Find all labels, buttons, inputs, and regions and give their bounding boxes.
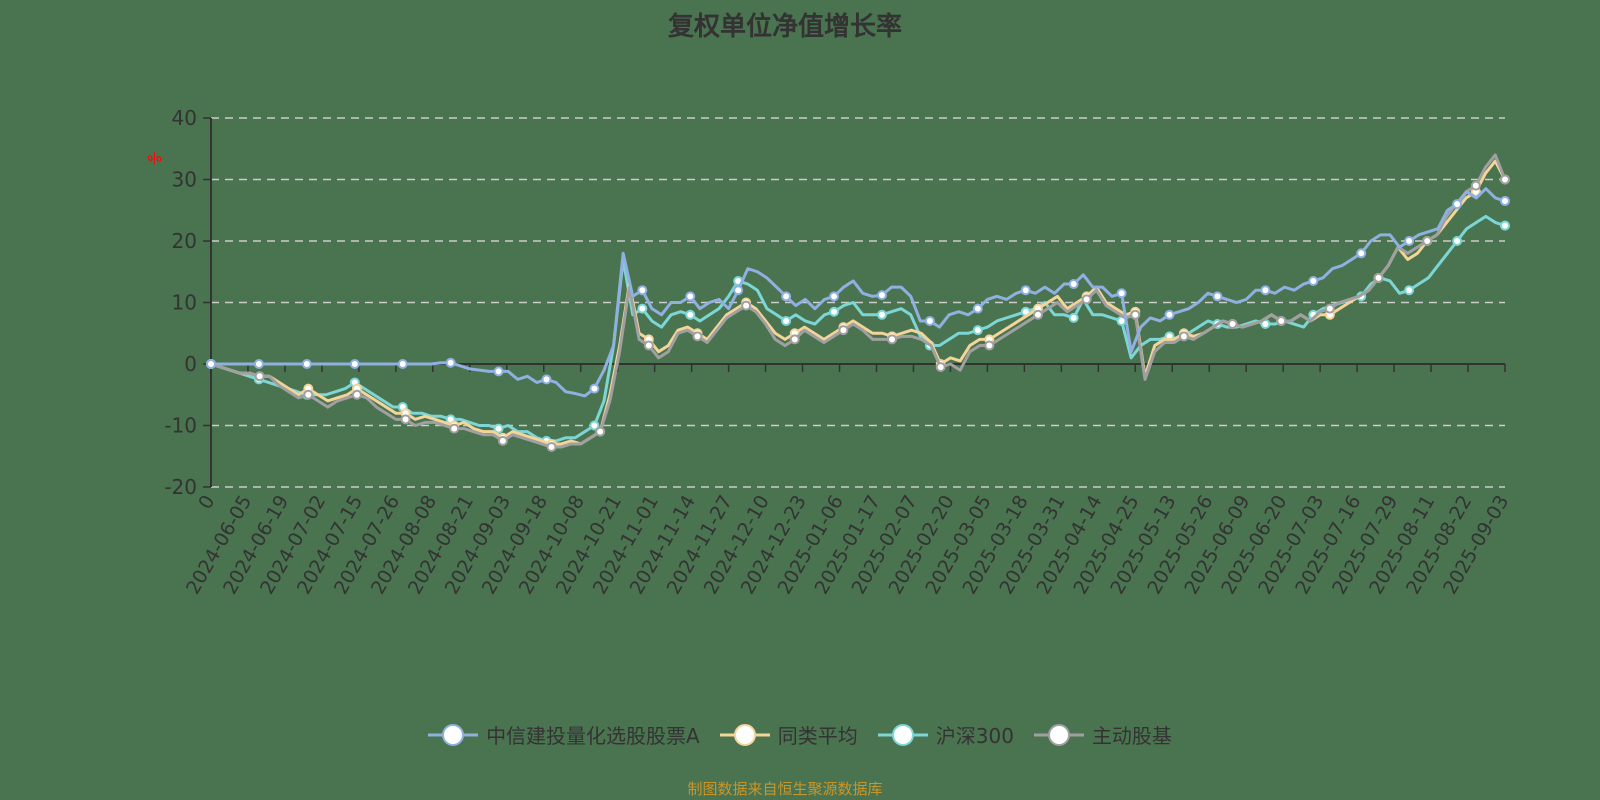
y-tick-label: 20 xyxy=(172,229,197,253)
y-tick-label: 0 xyxy=(184,352,197,376)
data-point-marker[interactable] xyxy=(589,420,600,431)
series-line[interactable] xyxy=(210,214,1506,443)
y-tick-label: 30 xyxy=(172,168,197,192)
data-point-marker[interactable] xyxy=(1178,331,1189,342)
data-point-marker[interactable] xyxy=(733,285,744,296)
legend-label: 主动股基 xyxy=(1091,724,1172,748)
legend-label: 同类平均 xyxy=(777,724,858,748)
data-point-marker[interactable] xyxy=(876,309,887,320)
data-point-marker[interactable] xyxy=(1356,248,1367,259)
data-point-marker[interactable] xyxy=(595,426,606,437)
data-point-marker[interactable] xyxy=(972,303,983,314)
data-point-marker[interactable] xyxy=(1373,272,1384,283)
data-point-marker[interactable] xyxy=(781,315,792,326)
y-tick-label: -10 xyxy=(164,414,197,438)
data-point-marker[interactable] xyxy=(1404,285,1415,296)
data-point-marker[interactable] xyxy=(1470,180,1481,191)
data-point-marker[interactable] xyxy=(1452,236,1463,246)
data-point-marker[interactable] xyxy=(935,362,946,373)
x-tick-label: 0 xyxy=(194,492,219,513)
legend-item-active-equity[interactable]: 主动股基 xyxy=(1033,720,1172,749)
data-point-marker[interactable] xyxy=(984,340,995,351)
data-point-marker[interactable] xyxy=(685,309,696,320)
y-tick-label: -20 xyxy=(164,475,197,499)
data-point-marker[interactable] xyxy=(1500,196,1510,207)
data-point-marker[interactable] xyxy=(1164,309,1175,320)
data-point-marker[interactable] xyxy=(349,359,360,369)
legend-marker-icon xyxy=(719,723,770,746)
legend-marker-icon xyxy=(877,723,928,746)
data-point-marker[interactable] xyxy=(1068,279,1079,290)
data-point-marker[interactable] xyxy=(1276,315,1287,326)
data-point-marker[interactable] xyxy=(692,331,703,342)
data-point-marker[interactable] xyxy=(1020,285,1031,296)
data-point-marker[interactable] xyxy=(1130,309,1141,320)
data-point-marker[interactable] xyxy=(589,383,600,394)
data-point-marker[interactable] xyxy=(303,389,314,400)
data-point-marker[interactable] xyxy=(1116,288,1127,299)
legend-marker-icon xyxy=(428,723,479,746)
source-note: 制图数据来自恒生聚源数据库 xyxy=(687,780,883,798)
legend-item-fund[interactable]: 中信建投量化选股股票A xyxy=(428,720,700,749)
legend-item-peer-average[interactable]: 同类平均 xyxy=(719,720,858,749)
series-lines[interactable] xyxy=(206,153,1510,453)
data-point-marker[interactable] xyxy=(445,357,456,368)
data-point-marker[interactable] xyxy=(887,334,898,345)
y-axis: 40 30 20 10 0 -10 -20 xyxy=(164,106,212,499)
data-point-marker[interactable] xyxy=(497,435,508,446)
data-point-marker[interactable] xyxy=(1500,220,1510,231)
data-point-marker[interactable] xyxy=(1452,199,1463,210)
data-point-marker[interactable] xyxy=(838,325,849,336)
y-unit-label: % xyxy=(145,149,165,170)
data-point-marker[interactable] xyxy=(876,290,887,301)
data-point-marker[interactable] xyxy=(1500,174,1510,185)
data-point-marker[interactable] xyxy=(1068,312,1079,323)
data-point-marker[interactable] xyxy=(541,374,552,385)
data-point-marker[interactable] xyxy=(449,423,460,434)
data-point-marker[interactable] xyxy=(924,315,935,326)
data-point-marker[interactable] xyxy=(829,291,840,302)
legend-label: 中信建投量化选股股票A xyxy=(486,724,700,748)
data-point-marker[interactable] xyxy=(493,366,504,377)
data-point-marker[interactable] xyxy=(789,334,800,345)
data-point-marker[interactable] xyxy=(829,306,840,317)
legend-item-csi300[interactable]: 沪深300 xyxy=(877,720,1014,749)
data-point-marker[interactable] xyxy=(1032,309,1043,320)
series-line[interactable] xyxy=(210,153,1507,449)
grid-lines xyxy=(211,117,1505,488)
data-point-marker[interactable] xyxy=(1081,294,1092,305)
data-point-marker[interactable] xyxy=(741,300,752,311)
data-point-marker[interactable] xyxy=(637,303,648,314)
data-point-marker[interactable] xyxy=(397,359,408,369)
legend-label: 沪深300 xyxy=(935,724,1014,748)
data-point-marker[interactable] xyxy=(1227,319,1238,330)
data-point-marker[interactable] xyxy=(781,291,792,302)
series-line[interactable] xyxy=(211,187,1506,398)
data-point-marker[interactable] xyxy=(253,359,264,369)
data-point-marker[interactable] xyxy=(254,371,265,382)
data-point-marker[interactable] xyxy=(351,389,362,400)
y-tick-label: 10 xyxy=(172,291,197,315)
data-point-marker[interactable] xyxy=(301,359,312,369)
data-point-marker[interactable] xyxy=(206,359,216,369)
data-point-marker[interactable] xyxy=(1404,236,1415,246)
data-point-marker[interactable] xyxy=(637,285,648,296)
data-point-marker[interactable] xyxy=(1422,236,1433,246)
legend-marker-icon xyxy=(1033,723,1084,746)
data-point-marker[interactable] xyxy=(546,442,557,453)
chart-title: 复权单位净值增长率 xyxy=(667,12,902,42)
data-point-marker[interactable] xyxy=(1212,291,1223,302)
data-point-marker[interactable] xyxy=(1324,303,1335,314)
data-point-marker[interactable] xyxy=(1260,285,1271,296)
data-point-marker[interactable] xyxy=(685,291,696,302)
y-tick-label: 40 xyxy=(172,106,197,130)
data-point-marker[interactable] xyxy=(643,340,654,351)
data-point-marker[interactable] xyxy=(400,414,411,425)
data-point-marker[interactable] xyxy=(972,325,983,336)
data-point-marker[interactable] xyxy=(1308,275,1319,286)
data-point-marker[interactable] xyxy=(493,423,504,434)
legend: 中信建投量化选股股票A 同类平均 沪深300 主动股基 xyxy=(0,720,1600,749)
